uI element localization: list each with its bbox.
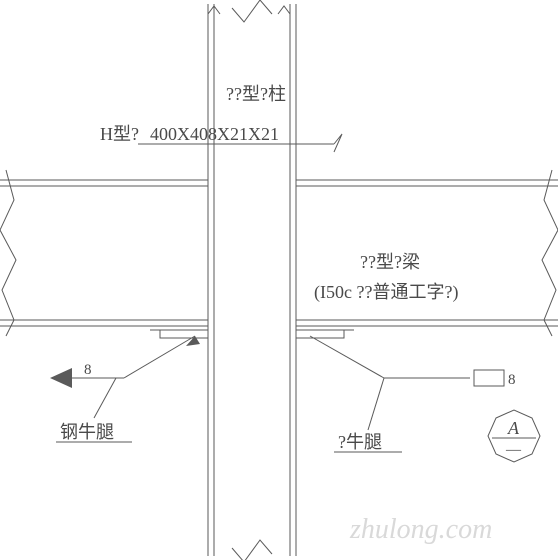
- detail-mark-letter: A: [507, 418, 520, 438]
- beam-left: [0, 170, 208, 336]
- bracket-left: [150, 330, 208, 338]
- weld-symbol-left: [50, 336, 200, 418]
- column-spec: 400X408X21X21: [150, 124, 279, 144]
- watermark: zhulong.com: [349, 514, 492, 545]
- bracket-right: [296, 330, 354, 338]
- weld-size-left: 8: [84, 362, 92, 378]
- structural-detail-drawing: ??型?柱 H型? 400X408X21X21 ??型?梁 (I50c ??普通…: [0, 0, 558, 560]
- weld-symbol-right: [310, 336, 504, 430]
- bracket-label-left: 钢牛腿: [60, 422, 114, 442]
- column-spec-prefix: H型?: [100, 124, 139, 144]
- column-type-label: ??型?柱: [226, 84, 286, 104]
- beam-right: [296, 170, 558, 336]
- beam-type-label: ??型?梁: [360, 252, 420, 272]
- detail-mark-sub: —: [505, 442, 522, 458]
- bracket-label-right: ?牛腿: [338, 432, 382, 452]
- weld-size-right: 8: [508, 372, 516, 388]
- beam-spec-label: (I50c ??普通工字?): [314, 282, 458, 303]
